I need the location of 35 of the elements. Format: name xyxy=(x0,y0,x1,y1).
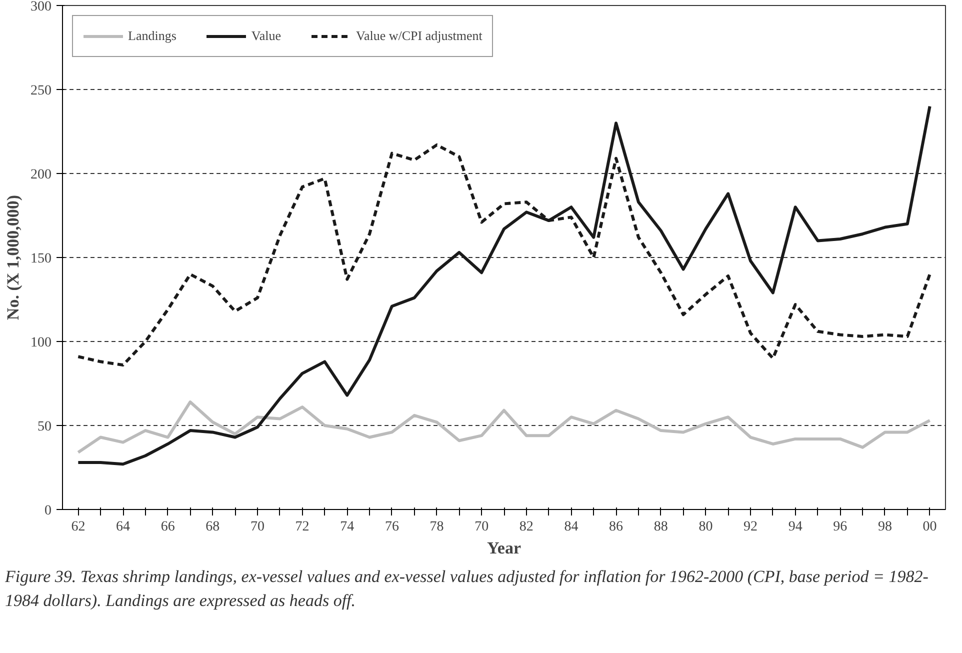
x-tick-label: 64 xyxy=(116,520,130,534)
x-tick-label: 72 xyxy=(295,520,310,534)
x-tick-label: 66 xyxy=(160,520,175,534)
caption: Figure 39. Texas shrimp landings, ex-vessel values and ex-vessel values adjusted for inflation for 1962-2000 (CPI, base period = 1982-1984 dollars). Landings are expressed as heads off. xyxy=(5,566,930,612)
x-tick-label: 88 xyxy=(654,520,668,534)
y-tick-label: 100 xyxy=(30,336,52,350)
x-axis-title: Year xyxy=(487,538,522,558)
legend-label: Landings xyxy=(128,28,176,44)
x-tick-label: 68 xyxy=(206,520,220,534)
x-tick-label: 70 xyxy=(250,520,264,534)
line-series xyxy=(76,400,932,454)
legend-label: Value xyxy=(251,28,281,44)
y-tick-label: 200 xyxy=(30,168,52,182)
y-tick-label: 150 xyxy=(30,252,52,266)
y-tick-label: 50 xyxy=(38,420,52,434)
y-tick-label: 0 xyxy=(44,504,52,518)
legend-label: Value w/CPI adjustment xyxy=(356,28,482,44)
x-tick-label: 98 xyxy=(878,520,892,534)
x-tick-label: 94 xyxy=(788,520,802,534)
y-axis-title: No. (X 1,000,000) xyxy=(4,194,22,320)
line-series xyxy=(76,104,932,466)
x-tick-label: 92 xyxy=(744,520,758,534)
x-tick-label: 84 xyxy=(564,520,578,534)
x-tick-label: 80 xyxy=(698,520,713,534)
y-tick-label: 250 xyxy=(30,84,52,98)
x-tick-label: 86 xyxy=(609,520,624,534)
x-tick-label: 76 xyxy=(384,520,399,534)
x-tick-label: 78 xyxy=(430,520,444,534)
x-tick-label: 82 xyxy=(519,520,534,534)
x-tick-label: 74 xyxy=(340,520,354,534)
x-tick-label: 70 xyxy=(474,520,489,534)
y-tick-label: 300 xyxy=(30,0,52,14)
x-tick-label: 62 xyxy=(71,520,86,534)
x-tick-label: 00 xyxy=(922,520,937,534)
x-tick-label: 96 xyxy=(833,520,848,534)
